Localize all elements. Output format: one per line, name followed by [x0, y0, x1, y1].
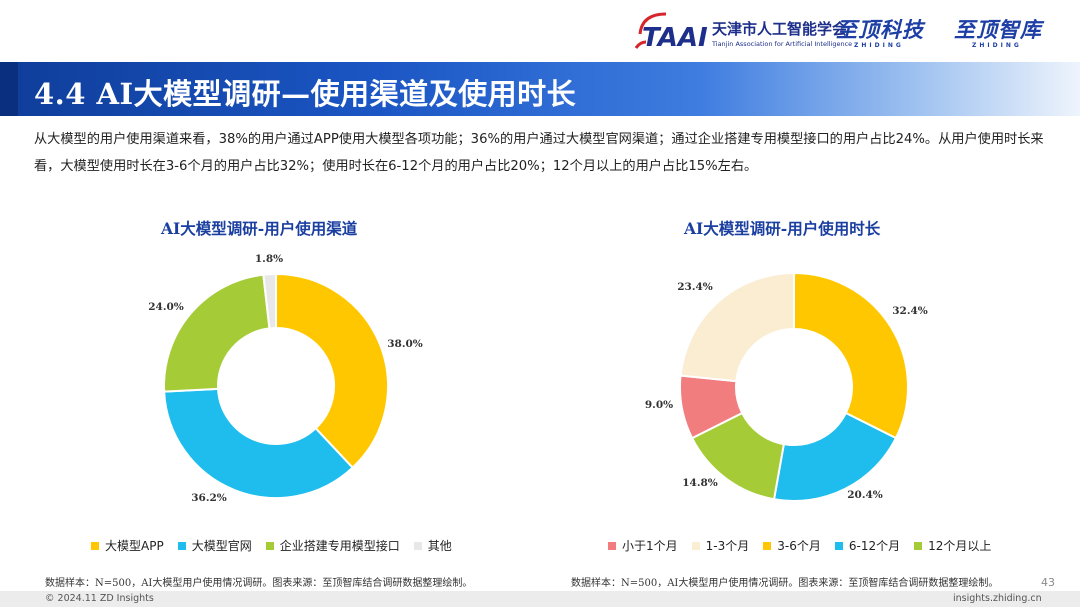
header-logos: TAAI 天津市人工智能学会 Tianjin Association for A…	[632, 8, 1072, 54]
site-url: insights.zhiding.cn	[953, 593, 1042, 604]
slice-其他	[262, 272, 277, 330]
legend-swatch	[914, 541, 923, 550]
title-accent	[0, 62, 18, 116]
data-label-小于1个月: 9.0%	[645, 399, 673, 411]
legend-swatch	[91, 541, 99, 550]
legend-label: 小于1个月	[622, 539, 678, 553]
tjaai-mark-text: TAAI	[642, 23, 708, 53]
legend-item: 3-6个月	[763, 537, 821, 554]
title-band: 4.4 AI大模型调研—使用渠道及使用时长	[0, 62, 1080, 116]
brand1-cn: 至顶科技	[836, 18, 924, 42]
chart2-legend: 小于1个月 1-3个月 3-6个月 6-12个月 12个月以上	[608, 537, 1005, 554]
legend-swatch	[265, 541, 274, 550]
data-label-大模型官网: 36.2%	[191, 492, 227, 504]
legend-label: 1-3个月	[705, 539, 750, 553]
chart1-legend: 大模型APP 大模型官网 企业搭建专用模型接口 其他	[91, 537, 466, 554]
brand2-en: ZHIDING	[972, 42, 1022, 49]
donut-chart-channels: 38.0% 36.2% 24.0% 1.8%	[148, 253, 423, 504]
legend-item: 小于1个月	[608, 537, 678, 554]
tjaai-en-name: Tianjin Association for Artificial Intel…	[712, 40, 853, 48]
legend-label: 6-12个月	[848, 539, 901, 553]
slice-3-6个月	[793, 271, 909, 440]
summary-text: 从大模型的用户使用渠道来看，38%的用户通过APP使用大模型各项功能；36%的用…	[34, 132, 1044, 174]
tjaai-logo-icon: TAAI	[634, 12, 708, 53]
data-label-企业搭建专用模型接口: 24.0%	[148, 301, 184, 313]
zhiding-tech-logo: 至顶科技 ZHIDING	[836, 14, 924, 49]
brand2-cn: 至顶智库	[954, 18, 1042, 42]
data-label-大模型APP: 38.0%	[387, 338, 423, 350]
footer-bar	[0, 591, 1080, 607]
legend-swatch	[413, 541, 422, 550]
data-label-1-3个月: 23.4%	[677, 281, 713, 293]
legend-item: 6-12个月	[834, 537, 901, 554]
slice-企业搭建专用模型接口	[163, 273, 271, 393]
slice-6-12个月	[772, 411, 898, 502]
data-label-12个月以上: 14.8%	[682, 477, 718, 489]
chart2-footnote: 数据样本：N=500，AI大模型用户使用情况调研。图表来源：至顶智库结合调研数据…	[571, 578, 999, 589]
chart1-footnote: 数据样本：N=500，AI大模型用户使用情况调研。图表来源：至顶智库结合调研数据…	[45, 578, 473, 589]
legend-label: 大模型官网	[191, 539, 252, 553]
legend-label: 12个月以上	[928, 539, 992, 553]
legend-item: 12个月以上	[914, 537, 991, 554]
legend-item: 大模型官网	[177, 537, 252, 554]
legend-swatch	[608, 541, 616, 550]
data-label-3-6个月: 32.4%	[892, 305, 928, 317]
legend-label: 企业搭建专用模型接口	[279, 539, 400, 553]
brand1-en: ZHIDING	[854, 42, 904, 49]
legend-label: 3-6个月	[777, 539, 821, 553]
legend-label: 大模型APP	[105, 539, 164, 553]
data-label-6-12个月: 20.4%	[847, 489, 883, 501]
chart1-title: AI大模型调研-用户使用渠道	[161, 219, 358, 238]
legend-label: 其他	[427, 539, 452, 553]
slice-1-3个月	[679, 271, 795, 383]
legend-swatch	[834, 541, 843, 550]
legend-swatch	[763, 541, 772, 550]
legend-swatch	[177, 541, 186, 550]
legend-item: 1-3个月	[691, 537, 750, 554]
slice-大模型APP	[275, 272, 389, 470]
zhiding-think-tank-logo: 至顶智库 ZHIDING	[954, 14, 1042, 49]
page-number: 43	[1041, 576, 1055, 589]
chart2-title: AI大模型调研-用户使用时长	[684, 219, 881, 238]
page-title: 4.4 AI大模型调研—使用渠道及使用时长	[34, 77, 577, 111]
tjaai-text: 天津市人工智能学会 Tianjin Association for Artifi…	[712, 18, 852, 48]
data-label-其他: 1.8%	[255, 253, 283, 265]
copyright: © 2024.11 ZD Insights	[45, 593, 154, 604]
legend-swatch	[691, 541, 700, 550]
donut-chart-duration: 9.0% 23.4% 32.4% 20.4% 14.8%	[645, 271, 928, 502]
legend-item: 大模型APP	[91, 537, 164, 554]
legend-item: 其他	[413, 537, 452, 554]
slice-大模型官网	[163, 387, 355, 499]
tjaai-name: 天津市人工智能学会	[712, 20, 848, 38]
legend-item: 企业搭建专用模型接口	[265, 537, 400, 554]
